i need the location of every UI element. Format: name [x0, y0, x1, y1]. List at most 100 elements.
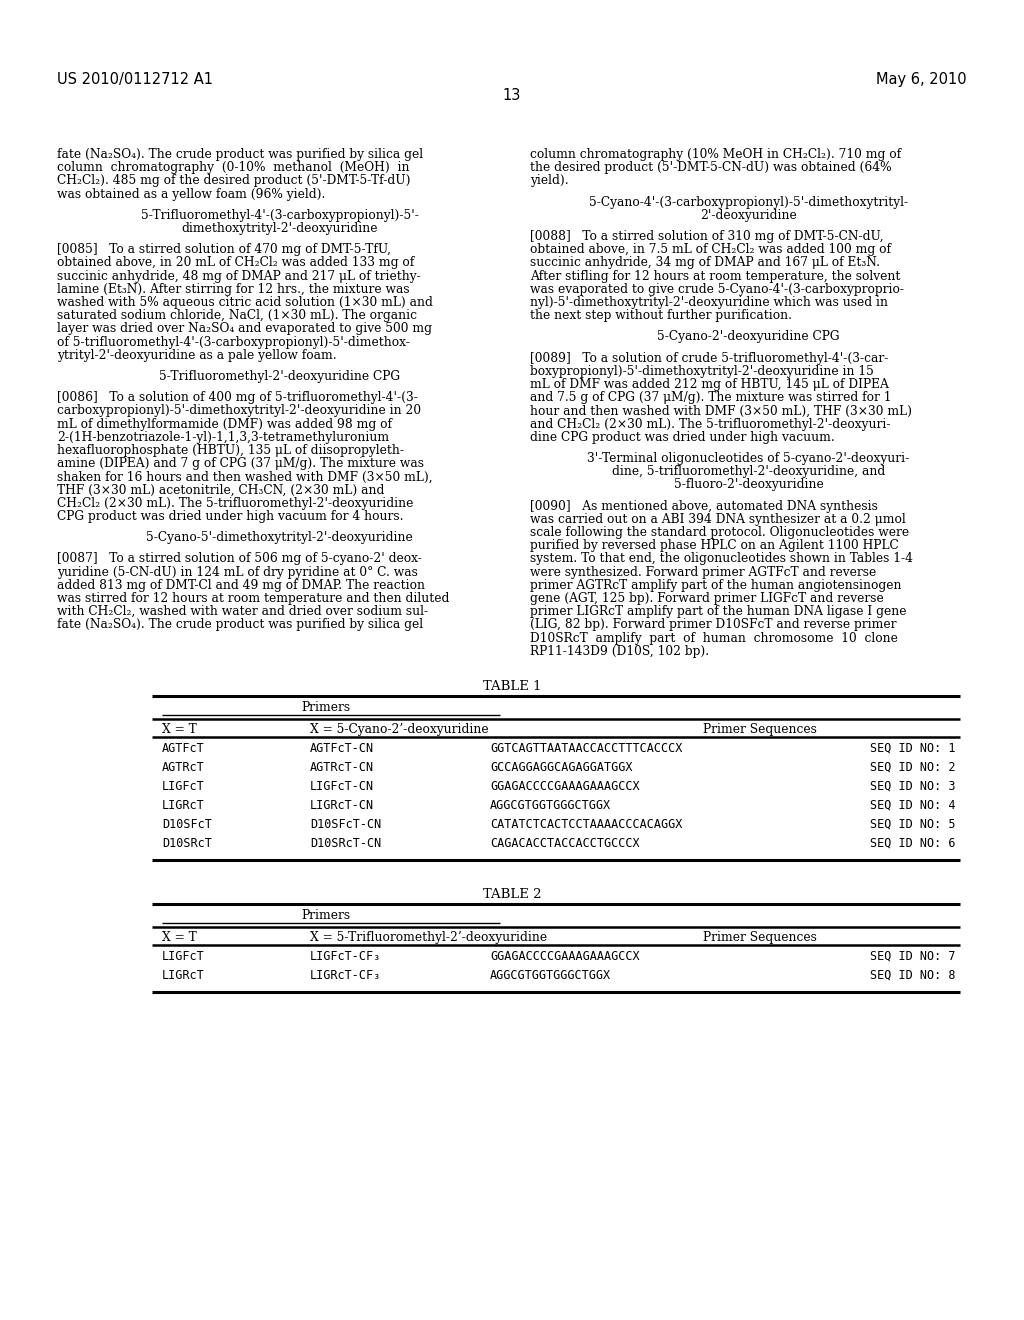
Text: was stirred for 12 hours at room temperature and then diluted: was stirred for 12 hours at room tempera… — [57, 591, 450, 605]
Text: Primers: Primers — [301, 909, 350, 921]
Text: AGTFcT-CN: AGTFcT-CN — [310, 742, 374, 755]
Text: 5-Cyano-2'-deoxyuridine CPG: 5-Cyano-2'-deoxyuridine CPG — [657, 330, 840, 343]
Text: 5-Cyano-4'-(3-carboxypropionyl)-5'-dimethoxytrityl-: 5-Cyano-4'-(3-carboxypropionyl)-5'-dimet… — [589, 195, 908, 209]
Text: the desired product (5'-DMT-5-CN-dU) was obtained (64%: the desired product (5'-DMT-5-CN-dU) was… — [530, 161, 892, 174]
Text: GGAGACCCCGAAAGAAAGCCX: GGAGACCCCGAAAGAAAGCCX — [490, 950, 640, 964]
Text: ytrityl-2'-deoxyuridine as a pale yellow foam.: ytrityl-2'-deoxyuridine as a pale yellow… — [57, 348, 337, 362]
Text: primer LIGRcT amplify part of the human DNA ligase I gene: primer LIGRcT amplify part of the human … — [530, 605, 906, 618]
Text: After stifling for 12 hours at room temperature, the solvent: After stifling for 12 hours at room temp… — [530, 269, 900, 282]
Text: SEQ ID NO: 6: SEQ ID NO: 6 — [869, 837, 955, 850]
Text: was carried out on a ABI 394 DNA synthesizer at a 0.2 μmol: was carried out on a ABI 394 DNA synthes… — [530, 512, 906, 525]
Text: 5-Trifluoromethyl-2'-deoxyuridine CPG: 5-Trifluoromethyl-2'-deoxyuridine CPG — [159, 370, 400, 383]
Text: [0090]   As mentioned above, automated DNA synthesis: [0090] As mentioned above, automated DNA… — [530, 499, 878, 512]
Text: CAGACACCTACCACCTGCCCX: CAGACACCTACCACCTGCCCX — [490, 837, 640, 850]
Text: May 6, 2010: May 6, 2010 — [877, 73, 967, 87]
Text: AGTFcT: AGTFcT — [162, 742, 205, 755]
Text: [0086]   To a solution of 400 mg of 5-trifluoromethyl-4'-(3-: [0086] To a solution of 400 mg of 5-trif… — [57, 391, 418, 404]
Text: D10SRcT  amplify  part  of  human  chromosome  10  clone: D10SRcT amplify part of human chromosome… — [530, 631, 898, 644]
Text: LIGRcT: LIGRcT — [162, 969, 205, 982]
Text: 2'-deoxyuridine: 2'-deoxyuridine — [700, 209, 797, 222]
Text: GGAGACCCCGAAAGAAAGCCX: GGAGACCCCGAAAGAAAGCCX — [490, 780, 640, 793]
Text: hexafluorophosphate (HBTU), 135 μL of diisopropyleth-: hexafluorophosphate (HBTU), 135 μL of di… — [57, 444, 404, 457]
Text: RP11-143D9 (D10S, 102 bp).: RP11-143D9 (D10S, 102 bp). — [530, 644, 710, 657]
Text: gene (AGT, 125 bp). Forward primer LIGFcT and reverse: gene (AGT, 125 bp). Forward primer LIGFc… — [530, 591, 884, 605]
Text: and 7.5 g of CPG (37 μM/g). The mixture was stirred for 1: and 7.5 g of CPG (37 μM/g). The mixture … — [530, 391, 892, 404]
Text: obtained above, in 7.5 mL of CH₂Cl₂ was added 100 mg of: obtained above, in 7.5 mL of CH₂Cl₂ was … — [530, 243, 891, 256]
Text: CPG product was dried under high vacuum for 4 hours.: CPG product was dried under high vacuum … — [57, 510, 403, 523]
Text: was obtained as a yellow foam (96% yield).: was obtained as a yellow foam (96% yield… — [57, 187, 326, 201]
Text: D10SRcT-CN: D10SRcT-CN — [310, 837, 381, 850]
Text: 13: 13 — [503, 88, 521, 103]
Text: boxypropionyl)-5'-dimethoxytrityl-2'-deoxyuridine in 15: boxypropionyl)-5'-dimethoxytrityl-2'-deo… — [530, 364, 873, 378]
Text: system. To that end, the oligonucleotides shown in Tables 1-4: system. To that end, the oligonucleotide… — [530, 552, 913, 565]
Text: D10SRcT: D10SRcT — [162, 837, 212, 850]
Text: fate (Na₂SO₄). The crude product was purified by silica gel: fate (Na₂SO₄). The crude product was pur… — [57, 148, 423, 161]
Text: 5-fluoro-2'-deoxyuridine: 5-fluoro-2'-deoxyuridine — [674, 478, 823, 491]
Text: D10SFcT-CN: D10SFcT-CN — [310, 818, 381, 832]
Text: column  chromatography  (0-10%  methanol  (MeOH)  in: column chromatography (0-10% methanol (M… — [57, 161, 410, 174]
Text: CATATCTCACTCCTAAAACCCACAGGX: CATATCTCACTCCTAAAACCCACAGGX — [490, 818, 682, 832]
Text: [0085]   To a stirred solution of 470 mg of DMT-5-TfU,: [0085] To a stirred solution of 470 mg o… — [57, 243, 391, 256]
Text: lamine (Et₃N). After stirring for 12 hrs., the mixture was: lamine (Et₃N). After stirring for 12 hrs… — [57, 282, 410, 296]
Text: TABLE 2: TABLE 2 — [482, 888, 542, 902]
Text: nyl)-5'-dimethoxytrityl-2'-deoxyuridine which was used in: nyl)-5'-dimethoxytrityl-2'-deoxyuridine … — [530, 296, 888, 309]
Text: X = T: X = T — [162, 723, 197, 737]
Text: CH₂Cl₂ (2×30 mL). The 5-trifluoromethyl-2'-deoxyuridine: CH₂Cl₂ (2×30 mL). The 5-trifluoromethyl-… — [57, 496, 414, 510]
Text: (LIG, 82 bp). Forward primer D10SFcT and reverse primer: (LIG, 82 bp). Forward primer D10SFcT and… — [530, 618, 896, 631]
Text: GCCAGGAGGCAGAGGATGGX: GCCAGGAGGCAGAGGATGGX — [490, 762, 633, 774]
Text: LIGFcT-CF₃: LIGFcT-CF₃ — [310, 950, 381, 964]
Text: added 813 mg of DMT-Cl and 49 mg of DMAP. The reaction: added 813 mg of DMT-Cl and 49 mg of DMAP… — [57, 578, 425, 591]
Text: scale following the standard protocol. Oligonucleotides were: scale following the standard protocol. O… — [530, 525, 909, 539]
Text: dine, 5-trifluoromethyl-2'-deoxyuridine, and: dine, 5-trifluoromethyl-2'-deoxyuridine,… — [612, 465, 885, 478]
Text: SEQ ID NO: 1: SEQ ID NO: 1 — [869, 742, 955, 755]
Text: [0087]   To a stirred solution of 506 mg of 5-cyano-2' deox-: [0087] To a stirred solution of 506 mg o… — [57, 552, 422, 565]
Text: X = 5-Trifluoromethyl-2’-deoxyuridine: X = 5-Trifluoromethyl-2’-deoxyuridine — [310, 931, 547, 944]
Text: with CH₂Cl₂, washed with water and dried over sodium sul-: with CH₂Cl₂, washed with water and dried… — [57, 605, 428, 618]
Text: the next step without further purification.: the next step without further purificati… — [530, 309, 792, 322]
Text: were synthesized. Forward primer AGTFcT and reverse: were synthesized. Forward primer AGTFcT … — [530, 565, 877, 578]
Text: AGGCGTGGTGGGCTGGX: AGGCGTGGTGGGCTGGX — [490, 799, 611, 812]
Text: [0089]   To a solution of crude 5-trifluoromethyl-4'-(3-car-: [0089] To a solution of crude 5-trifluor… — [530, 351, 889, 364]
Text: LIGRcT-CF₃: LIGRcT-CF₃ — [310, 969, 381, 982]
Text: mL of dimethylformamide (DMF) was added 98 mg of: mL of dimethylformamide (DMF) was added … — [57, 417, 392, 430]
Text: was evaporated to give crude 5-Cyano-4'-(3-carboxyproprio-: was evaporated to give crude 5-Cyano-4'-… — [530, 282, 904, 296]
Text: amine (DIPEA) and 7 g of CPG (37 μM/g). The mixture was: amine (DIPEA) and 7 g of CPG (37 μM/g). … — [57, 457, 424, 470]
Text: succinic anhydride, 48 mg of DMAP and 217 μL of triethy-: succinic anhydride, 48 mg of DMAP and 21… — [57, 269, 421, 282]
Text: obtained above, in 20 mL of CH₂Cl₂ was added 133 mg of: obtained above, in 20 mL of CH₂Cl₂ was a… — [57, 256, 415, 269]
Text: GGTCAGTTAATAACCACCTTTCACCCX: GGTCAGTTAATAACCACCTTTCACCCX — [490, 742, 682, 755]
Text: shaken for 16 hours and then washed with DMF (3×50 mL),: shaken for 16 hours and then washed with… — [57, 470, 432, 483]
Text: TABLE 1: TABLE 1 — [482, 680, 542, 693]
Text: X = T: X = T — [162, 931, 197, 944]
Text: dine CPG product was dried under high vacuum.: dine CPG product was dried under high va… — [530, 430, 835, 444]
Text: X = 5-Cyano-2’-deoxyuridine: X = 5-Cyano-2’-deoxyuridine — [310, 723, 488, 737]
Text: and CH₂Cl₂ (2×30 mL). The 5-trifluoromethyl-2'-deoxyuri-: and CH₂Cl₂ (2×30 mL). The 5-trifluoromet… — [530, 417, 891, 430]
Text: [0088]   To a stirred solution of 310 mg of DMT-5-CN-dU,: [0088] To a stirred solution of 310 mg o… — [530, 230, 884, 243]
Text: dimethoxytrityl-2'-deoxyuridine: dimethoxytrityl-2'-deoxyuridine — [181, 222, 378, 235]
Text: of 5-trifluoromethyl-4'-(3-carboxypropionyl)-5'-dimethox-: of 5-trifluoromethyl-4'-(3-carboxypropio… — [57, 335, 410, 348]
Text: SEQ ID NO: 2: SEQ ID NO: 2 — [869, 762, 955, 774]
Text: LIGFcT: LIGFcT — [162, 780, 205, 793]
Text: saturated sodium chloride, NaCl, (1×30 mL). The organic: saturated sodium chloride, NaCl, (1×30 m… — [57, 309, 417, 322]
Text: washed with 5% aqueous citric acid solution (1×30 mL) and: washed with 5% aqueous citric acid solut… — [57, 296, 433, 309]
Text: THF (3×30 mL) acetonitrile, CH₃CN, (2×30 mL) and: THF (3×30 mL) acetonitrile, CH₃CN, (2×30… — [57, 483, 384, 496]
Text: Primer Sequences: Primer Sequences — [703, 931, 817, 944]
Text: CH₂Cl₂). 485 mg of the desired product (5'-DMT-5-Tf-dU): CH₂Cl₂). 485 mg of the desired product (… — [57, 174, 411, 187]
Text: mL of DMF was added 212 mg of HBTU, 145 μL of DIPEA: mL of DMF was added 212 mg of HBTU, 145 … — [530, 378, 889, 391]
Text: SEQ ID NO: 7: SEQ ID NO: 7 — [869, 950, 955, 964]
Text: SEQ ID NO: 3: SEQ ID NO: 3 — [869, 780, 955, 793]
Text: SEQ ID NO: 8: SEQ ID NO: 8 — [869, 969, 955, 982]
Text: hour and then washed with DMF (3×50 mL), THF (3×30 mL): hour and then washed with DMF (3×50 mL),… — [530, 404, 912, 417]
Text: primer AGTRcT amplify part of the human angiotensinogen: primer AGTRcT amplify part of the human … — [530, 578, 901, 591]
Text: purified by reversed phase HPLC on an Agilent 1100 HPLC: purified by reversed phase HPLC on an Ag… — [530, 539, 899, 552]
Text: 5-Trifluoromethyl-4'-(3-carboxypropionyl)-5'-: 5-Trifluoromethyl-4'-(3-carboxypropionyl… — [140, 209, 419, 222]
Text: SEQ ID NO: 5: SEQ ID NO: 5 — [869, 818, 955, 832]
Text: LIGRcT-CN: LIGRcT-CN — [310, 799, 374, 812]
Text: SEQ ID NO: 4: SEQ ID NO: 4 — [869, 799, 955, 812]
Text: AGTRcT-CN: AGTRcT-CN — [310, 762, 374, 774]
Text: LIGRcT: LIGRcT — [162, 799, 205, 812]
Text: Primer Sequences: Primer Sequences — [703, 723, 817, 737]
Text: carboxypropionyl)-5'-dimethoxytrityl-2'-deoxyuridine in 20: carboxypropionyl)-5'-dimethoxytrityl-2'-… — [57, 404, 421, 417]
Text: column chromatography (10% MeOH in CH₂Cl₂). 710 mg of: column chromatography (10% MeOH in CH₂Cl… — [530, 148, 901, 161]
Text: D10SFcT: D10SFcT — [162, 818, 212, 832]
Text: LIGFcT: LIGFcT — [162, 950, 205, 964]
